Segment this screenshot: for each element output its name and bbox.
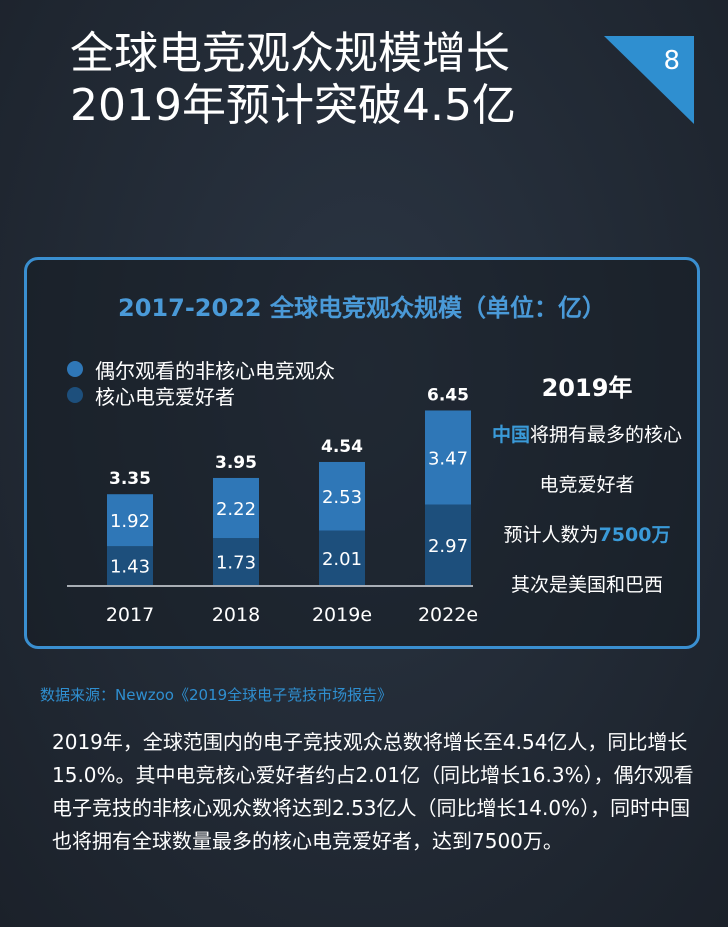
side-note-year: 2019年 [541,374,633,402]
page-number-badge: 8 [604,36,694,124]
bar-casual-2017 [107,494,153,547]
side-note-line-1-rest: 将拥有最多的核心 [530,424,683,446]
page-title: 全球电竞观众规模增长 2019年预计突破4.5亿 [70,28,516,132]
bar-casual-2019e [319,461,365,531]
value-label-core-2019e: 2.01 [322,549,362,570]
x-tick-label-2017: 2017 [106,604,154,626]
bar-core-2017 [107,546,153,585]
legend-label-core: 核心电竞爱好者 [95,384,235,409]
data-source: 数据来源：Newzoo《2019全球电子竞技市场报告》 [40,686,393,704]
bar-core-2018 [213,538,259,585]
legend-dot-core [67,387,83,403]
value-label-casual-2018: 2.22 [216,499,256,520]
x-tick-label-2018: 2018 [212,604,260,626]
body-paragraph: 2019年，全球范围内的电子竞技观众总数将增长至4.54亿人，同比增长15.0%… [52,730,694,853]
legend-item-core: 核心电竞爱好者 [67,382,335,409]
side-note-line-1: 中国将拥有最多的核心 [477,421,697,449]
total-label-2018: 3.95 [215,453,257,473]
value-label-core-2017: 1.43 [110,557,150,578]
value-label-core-2022e: 2.97 [428,536,468,557]
side-note-line-2: 电竞爱好者 [539,474,635,496]
chart-legend: 偶尔观看的非核心电竞观众 核心电竞爱好者 [67,356,335,409]
corner-triangle-icon [604,36,694,124]
side-note-highlight-china: 中国 [491,424,530,446]
total-label-2022e: 6.45 [427,385,469,405]
x-tick-label-2022e: 2022e [418,604,478,626]
legend-dot-casual [67,361,83,377]
title-line-1: 全球电竞观众规模增长 [70,28,510,79]
legend-item-casual: 偶尔观看的非核心电竞观众 [67,356,335,383]
side-note: 2019年 中国将拥有最多的核心 电竞爱好者 预计人数为7500万 其次是美国和… [477,368,697,621]
page-number: 8 [663,46,680,76]
bar-casual-2018 [213,477,259,539]
side-note-line-3-prefix: 预计人数为 [503,524,599,546]
side-note-line-3: 预计人数为7500万 [477,521,697,549]
side-note-value: 7500万 [598,524,671,546]
value-label-core-2018: 1.73 [216,553,256,574]
legend-label-casual: 偶尔观看的非核心电竞观众 [95,358,335,383]
x-tick-label-2019e: 2019e [312,604,372,626]
bar-casual-2022e [425,410,471,505]
value-label-casual-2017: 1.92 [110,511,150,532]
total-label-2019e: 4.54 [321,437,363,457]
chart-title: 2017-2022 全球电竞观众规模（单位：亿） [118,294,606,322]
chart-panel: 2017-2022 全球电竞观众规模（单位：亿） 偶尔观看的非核心电竞观众 核心… [24,257,700,649]
bar-core-2019e [319,530,365,585]
title-line-2: 2019年预计突破4.5亿 [70,80,516,131]
value-label-casual-2022e: 3.47 [428,448,468,469]
total-label-2017: 3.35 [109,469,151,489]
stacked-bar-chart: 1.43 1.92 3.35 2017 1.73 2.22 3.95 2018 2.01 2.53… [67,385,478,626]
value-label-casual-2019e: 2.53 [322,487,362,508]
bar-core-2022e [425,504,471,585]
side-note-line-4: 其次是美国和巴西 [510,574,663,596]
